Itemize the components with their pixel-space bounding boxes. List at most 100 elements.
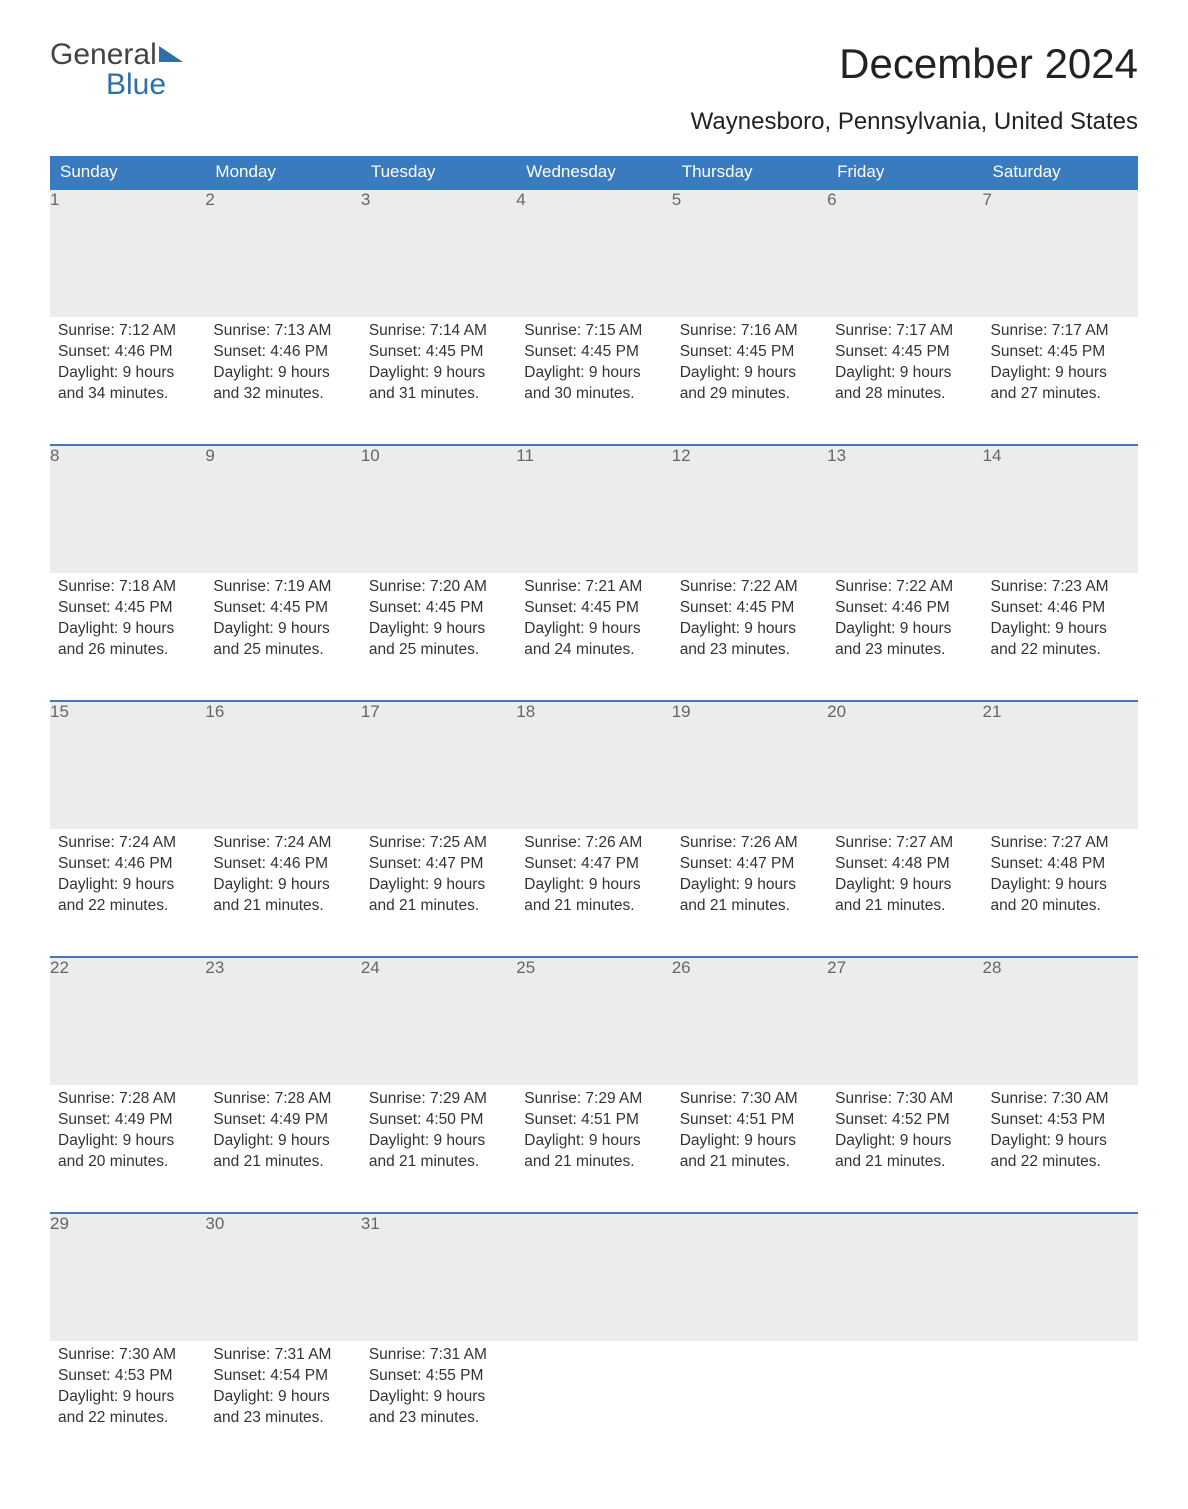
day-data: Sunrise: 7:30 AMSunset: 4:52 PMDaylight:… (827, 1085, 982, 1185)
day-number: 20 (827, 701, 982, 829)
day-data: Sunrise: 7:14 AMSunset: 4:45 PMDaylight:… (361, 317, 516, 417)
day-data: Sunrise: 7:30 AMSunset: 4:53 PMDaylight:… (50, 1341, 205, 1441)
sunrise-text: Sunrise: 7:30 AM (58, 1345, 197, 1366)
daylight-text: and 32 minutes. (213, 384, 352, 405)
daylight-text: and 23 minutes. (369, 1408, 508, 1429)
daylight-text: Daylight: 9 hours (213, 363, 352, 384)
weekday-header: Friday (827, 156, 982, 189)
week-data-row: Sunrise: 7:30 AMSunset: 4:53 PMDaylight:… (50, 1341, 1138, 1469)
sunrise-text: Sunrise: 7:17 AM (991, 321, 1130, 342)
sunset-text: Sunset: 4:51 PM (680, 1110, 819, 1131)
sunrise-text: Sunrise: 7:22 AM (680, 577, 819, 598)
day-data: Sunrise: 7:17 AMSunset: 4:45 PMDaylight:… (827, 317, 982, 417)
day-data: Sunrise: 7:27 AMSunset: 4:48 PMDaylight:… (827, 829, 982, 929)
sunrise-text: Sunrise: 7:28 AM (213, 1089, 352, 1110)
day-data: Sunrise: 7:20 AMSunset: 4:45 PMDaylight:… (361, 573, 516, 673)
logo: General Blue (50, 40, 187, 100)
daylight-text: and 22 minutes. (58, 896, 197, 917)
sunset-text: Sunset: 4:45 PM (680, 598, 819, 619)
sunrise-text: Sunrise: 7:28 AM (58, 1089, 197, 1110)
daylight-text: and 22 minutes. (991, 1152, 1130, 1173)
day-cell: Sunrise: 7:30 AMSunset: 4:53 PMDaylight:… (983, 1085, 1138, 1213)
sunrise-text: Sunrise: 7:12 AM (58, 321, 197, 342)
day-cell: Sunrise: 7:23 AMSunset: 4:46 PMDaylight:… (983, 573, 1138, 701)
sunset-text: Sunset: 4:45 PM (369, 598, 508, 619)
daylight-text: and 20 minutes. (58, 1152, 197, 1173)
sunset-text: Sunset: 4:45 PM (524, 598, 663, 619)
empty-cell (827, 1213, 982, 1341)
sunrise-text: Sunrise: 7:18 AM (58, 577, 197, 598)
daylight-text: Daylight: 9 hours (991, 363, 1130, 384)
day-data: Sunrise: 7:15 AMSunset: 4:45 PMDaylight:… (516, 317, 671, 417)
daylight-text: Daylight: 9 hours (680, 619, 819, 640)
empty-cell (516, 1341, 671, 1469)
weekday-header: Monday (205, 156, 360, 189)
daylight-text: and 21 minutes. (213, 1152, 352, 1173)
day-data: Sunrise: 7:22 AMSunset: 4:45 PMDaylight:… (672, 573, 827, 673)
sunset-text: Sunset: 4:47 PM (524, 854, 663, 875)
day-number: 14 (983, 445, 1138, 573)
day-data: Sunrise: 7:22 AMSunset: 4:46 PMDaylight:… (827, 573, 982, 673)
daylight-text: and 21 minutes. (680, 1152, 819, 1173)
day-number: 2 (205, 189, 360, 317)
day-number: 12 (672, 445, 827, 573)
sunrise-text: Sunrise: 7:22 AM (835, 577, 974, 598)
day-data: Sunrise: 7:25 AMSunset: 4:47 PMDaylight:… (361, 829, 516, 929)
sunrise-text: Sunrise: 7:23 AM (991, 577, 1130, 598)
daylight-text: Daylight: 9 hours (58, 363, 197, 384)
sunrise-text: Sunrise: 7:26 AM (524, 833, 663, 854)
daylight-text: Daylight: 9 hours (524, 619, 663, 640)
day-number: 13 (827, 445, 982, 573)
day-data: Sunrise: 7:26 AMSunset: 4:47 PMDaylight:… (516, 829, 671, 929)
daylight-text: and 23 minutes. (213, 1408, 352, 1429)
sunrise-text: Sunrise: 7:27 AM (835, 833, 974, 854)
daylight-text: and 23 minutes. (680, 640, 819, 661)
day-cell: Sunrise: 7:19 AMSunset: 4:45 PMDaylight:… (205, 573, 360, 701)
week-daynum-row: 293031 (50, 1213, 1138, 1341)
daylight-text: Daylight: 9 hours (680, 1131, 819, 1152)
day-cell: Sunrise: 7:21 AMSunset: 4:45 PMDaylight:… (516, 573, 671, 701)
day-number: 19 (672, 701, 827, 829)
day-number: 28 (983, 957, 1138, 1085)
week-daynum-row: 22232425262728 (50, 957, 1138, 1085)
day-cell: Sunrise: 7:15 AMSunset: 4:45 PMDaylight:… (516, 317, 671, 445)
day-data: Sunrise: 7:16 AMSunset: 4:45 PMDaylight:… (672, 317, 827, 417)
sunset-text: Sunset: 4:45 PM (213, 598, 352, 619)
sunrise-text: Sunrise: 7:19 AM (213, 577, 352, 598)
day-number: 26 (672, 957, 827, 1085)
daylight-text: Daylight: 9 hours (213, 1131, 352, 1152)
day-data: Sunrise: 7:29 AMSunset: 4:51 PMDaylight:… (516, 1085, 671, 1185)
header: General Blue December 2024 (50, 40, 1138, 100)
sunset-text: Sunset: 4:46 PM (991, 598, 1130, 619)
daylight-text: and 34 minutes. (58, 384, 197, 405)
week-daynum-row: 1234567 (50, 189, 1138, 317)
sunrise-text: Sunrise: 7:30 AM (680, 1089, 819, 1110)
day-number: 25 (516, 957, 671, 1085)
daylight-text: and 21 minutes. (524, 1152, 663, 1173)
day-data: Sunrise: 7:31 AMSunset: 4:55 PMDaylight:… (361, 1341, 516, 1441)
sunset-text: Sunset: 4:45 PM (680, 342, 819, 363)
sunrise-text: Sunrise: 7:29 AM (369, 1089, 508, 1110)
day-data: Sunrise: 7:24 AMSunset: 4:46 PMDaylight:… (50, 829, 205, 929)
weekday-header: Saturday (983, 156, 1138, 189)
sunrise-text: Sunrise: 7:17 AM (835, 321, 974, 342)
sunrise-text: Sunrise: 7:31 AM (213, 1345, 352, 1366)
daylight-text: and 31 minutes. (369, 384, 508, 405)
day-data: Sunrise: 7:18 AMSunset: 4:45 PMDaylight:… (50, 573, 205, 673)
week-data-row: Sunrise: 7:18 AMSunset: 4:45 PMDaylight:… (50, 573, 1138, 701)
daylight-text: Daylight: 9 hours (680, 875, 819, 896)
sunrise-text: Sunrise: 7:24 AM (58, 833, 197, 854)
day-cell: Sunrise: 7:29 AMSunset: 4:50 PMDaylight:… (361, 1085, 516, 1213)
daylight-text: Daylight: 9 hours (213, 875, 352, 896)
sunset-text: Sunset: 4:48 PM (835, 854, 974, 875)
day-cell: Sunrise: 7:27 AMSunset: 4:48 PMDaylight:… (827, 829, 982, 957)
day-number: 21 (983, 701, 1138, 829)
daylight-text: Daylight: 9 hours (369, 875, 508, 896)
daylight-text: Daylight: 9 hours (524, 363, 663, 384)
daylight-text: Daylight: 9 hours (991, 875, 1130, 896)
day-cell: Sunrise: 7:31 AMSunset: 4:55 PMDaylight:… (361, 1341, 516, 1469)
day-number: 22 (50, 957, 205, 1085)
day-data: Sunrise: 7:19 AMSunset: 4:45 PMDaylight:… (205, 573, 360, 673)
sunset-text: Sunset: 4:46 PM (835, 598, 974, 619)
daylight-text: and 21 minutes. (680, 896, 819, 917)
